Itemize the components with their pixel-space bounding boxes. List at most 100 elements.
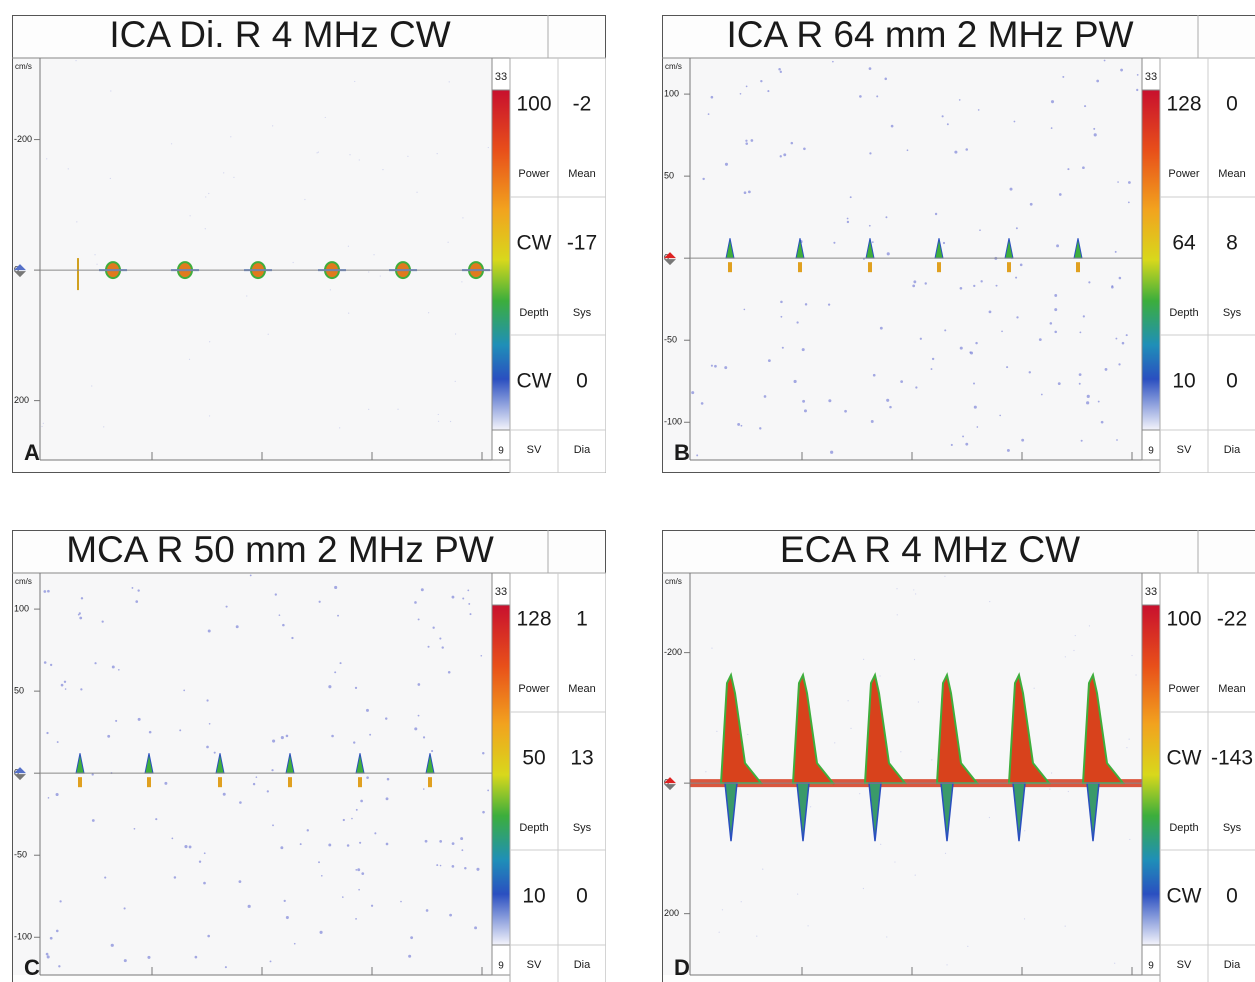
y-tick-label: 50 xyxy=(664,171,674,181)
speckle xyxy=(724,162,729,166)
speckle xyxy=(80,597,84,600)
speckle xyxy=(328,685,332,689)
speckle xyxy=(833,241,836,244)
speckle xyxy=(173,876,177,879)
speckle xyxy=(1136,74,1139,76)
speckle xyxy=(760,79,763,83)
speckle xyxy=(1093,127,1096,130)
speckle xyxy=(299,843,302,846)
speckle xyxy=(76,221,78,223)
readout-value: CW xyxy=(517,232,552,255)
speckle xyxy=(870,420,874,423)
speckle xyxy=(1019,263,1023,267)
speckle xyxy=(1129,838,1131,841)
speckle xyxy=(930,368,933,371)
speckle xyxy=(962,435,965,438)
readout-label: Sys xyxy=(573,307,592,319)
speckle xyxy=(1016,316,1019,319)
readout-value: 100 xyxy=(1166,608,1201,631)
speckle xyxy=(209,341,211,343)
speckle xyxy=(461,281,463,283)
readout-value: 100 xyxy=(516,93,551,116)
y-tick-label: 100 xyxy=(664,88,679,98)
y-tick-label: 100 xyxy=(14,603,29,613)
readout-value: -22 xyxy=(1217,608,1247,631)
speckle xyxy=(194,955,198,959)
plot-background xyxy=(13,573,492,975)
small-reverse xyxy=(798,262,802,273)
readout-label: Power xyxy=(518,683,550,695)
speckle xyxy=(266,790,269,793)
speckle xyxy=(439,864,442,867)
speckle xyxy=(285,916,289,920)
speckle xyxy=(1064,656,1066,658)
speckle xyxy=(480,654,483,657)
speckle xyxy=(410,936,414,940)
speckle xyxy=(1100,420,1104,424)
speckle xyxy=(43,661,47,664)
panel-letter: C xyxy=(24,955,40,980)
speckle xyxy=(871,241,874,243)
readout-label: Depth xyxy=(1169,307,1198,319)
speckle xyxy=(91,385,93,387)
speckle xyxy=(714,364,717,368)
speckle xyxy=(317,151,319,153)
speckle xyxy=(879,675,881,677)
speckle xyxy=(454,380,456,382)
speckle xyxy=(246,295,248,297)
speckle xyxy=(801,348,805,352)
speckle xyxy=(449,913,452,917)
speckle xyxy=(223,172,225,174)
speckle xyxy=(886,398,890,402)
readout-value: 0 xyxy=(1226,370,1238,393)
speckle xyxy=(58,965,61,968)
speckle xyxy=(239,801,242,804)
speckle xyxy=(1118,276,1122,280)
speckle xyxy=(408,954,412,958)
speckle xyxy=(743,308,746,311)
speckle xyxy=(189,215,191,217)
readout-value: -2 xyxy=(573,93,592,116)
speckle xyxy=(1073,649,1075,652)
speckle xyxy=(400,900,402,903)
speckle xyxy=(373,254,375,256)
speckle xyxy=(135,600,139,603)
speckle xyxy=(447,670,451,674)
speckle xyxy=(439,637,442,640)
speckle xyxy=(436,864,439,867)
speckle xyxy=(915,593,917,595)
speckle xyxy=(416,191,418,193)
speckle xyxy=(834,742,836,744)
y-tick-label: 200 xyxy=(14,395,29,405)
speckle xyxy=(1062,75,1065,78)
panel-title: ICA Di. R 4 MHz CW xyxy=(109,15,450,55)
speckle xyxy=(896,588,898,590)
speckle xyxy=(283,899,286,903)
speckle xyxy=(46,731,49,735)
speckle xyxy=(756,935,758,937)
speckle xyxy=(946,123,949,126)
speckle xyxy=(271,769,274,772)
speckle xyxy=(60,683,64,687)
speckle xyxy=(224,966,227,969)
speckle xyxy=(123,959,127,963)
scale-bottom: 9 xyxy=(1148,961,1154,972)
speckle xyxy=(349,154,351,156)
speckle xyxy=(252,782,256,786)
speckle xyxy=(710,95,714,99)
speckle xyxy=(370,904,374,907)
speckle xyxy=(101,620,104,623)
speckle xyxy=(1114,250,1117,253)
speckle xyxy=(133,827,136,830)
speckle xyxy=(718,931,720,933)
speckle xyxy=(803,409,807,413)
speckle xyxy=(147,955,151,959)
speckle xyxy=(382,169,384,171)
speckle xyxy=(462,217,464,219)
speckle xyxy=(889,405,892,409)
speckle xyxy=(989,600,991,603)
speckle xyxy=(780,300,783,304)
small-reverse xyxy=(1076,262,1080,273)
speckle xyxy=(900,751,902,753)
speckle xyxy=(43,590,47,593)
